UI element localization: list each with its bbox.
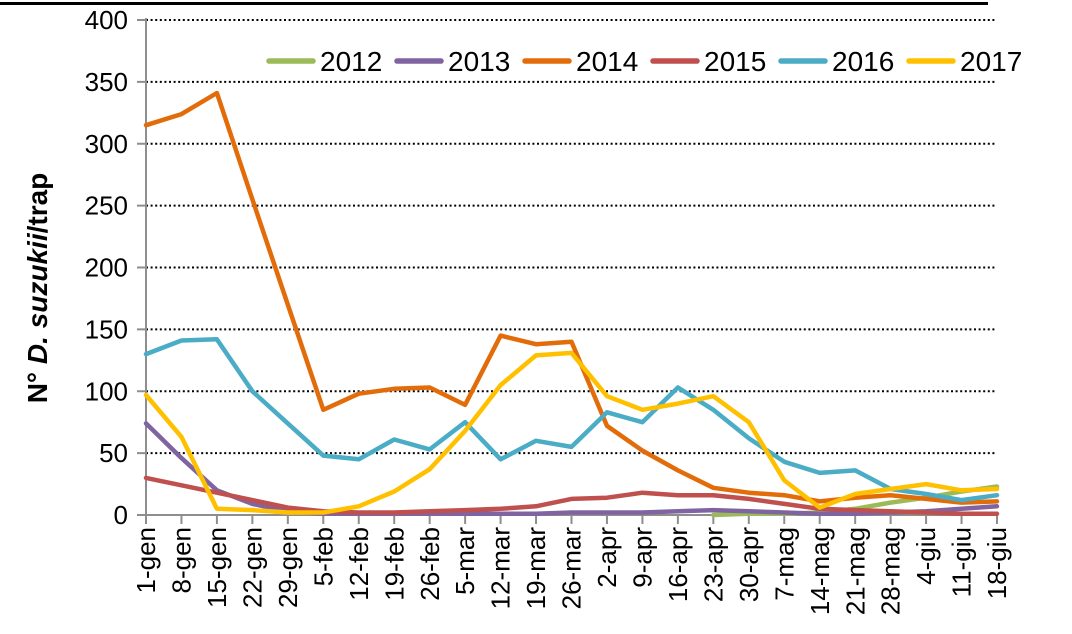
x-tick-label: 12-feb <box>344 527 374 601</box>
legend-item-2015: 2015 <box>650 46 766 77</box>
series-line-2017 <box>143 350 1000 515</box>
x-tick-label: 5-mar <box>450 527 480 595</box>
x-tick-label: 21-mag <box>840 527 870 615</box>
x-tick-label: 18-giu <box>982 527 1012 599</box>
legend-item-2012: 2012 <box>266 46 382 77</box>
legend-item-2016: 2016 <box>778 46 894 77</box>
x-tick-label: 5-feb <box>308 527 338 586</box>
x-tick-label: 29-gen <box>273 527 303 608</box>
x-tick-label: 19-feb <box>379 527 409 601</box>
x-tick-label: 2-apr <box>592 527 622 588</box>
x-tick-label: 14-mag <box>805 527 835 615</box>
legend-label: 2016 <box>832 46 894 77</box>
y-tick-label: 100 <box>85 376 128 406</box>
x-tick-label: 4-giu <box>911 527 941 585</box>
x-tick-label: 1-gen <box>131 527 161 594</box>
x-tick-label: 9-apr <box>628 527 658 588</box>
legend-item-2014: 2014 <box>522 46 638 77</box>
x-tick-label: 23-apr <box>698 527 728 602</box>
x-tick-label: 28-mag <box>876 527 906 615</box>
y-tick-label: 350 <box>85 67 128 97</box>
y-tick-label: 400 <box>85 5 128 35</box>
x-tick-label: 22-gen <box>237 527 267 608</box>
x-tick-label: 30-apr <box>734 527 764 602</box>
legend-label: 2017 <box>960 46 1022 77</box>
y-tick-label: 200 <box>85 253 128 283</box>
series-line-2015 <box>143 475 1000 517</box>
y-tick-label: 0 <box>114 500 128 530</box>
y-tick-label: 50 <box>99 438 128 468</box>
x-tick-label: 26-mar <box>557 527 587 610</box>
y-tick-label: 300 <box>85 129 128 159</box>
legend-item-2013: 2013 <box>394 46 510 77</box>
series-line-2014 <box>143 90 1000 505</box>
legend-label: 2014 <box>576 46 638 77</box>
legend-label: 2013 <box>448 46 510 77</box>
x-tick-label: 7-mag <box>769 527 799 601</box>
legend-label: 2015 <box>704 46 766 77</box>
top-border-line <box>0 2 988 5</box>
y-tick-label: 250 <box>85 191 128 221</box>
legend-label: 2012 <box>320 46 382 77</box>
x-tick-label: 8-gen <box>167 527 197 594</box>
x-tick-label: 16-apr <box>663 527 693 602</box>
legend-item-2017: 2017 <box>906 46 1022 77</box>
y-tick-label: 150 <box>85 314 128 344</box>
x-tick-label: 19-mar <box>521 527 551 610</box>
x-tick-label: 12-mar <box>486 527 516 610</box>
x-tick-label: 11-giu <box>947 527 977 597</box>
x-tick-label: 15-gen <box>202 527 232 608</box>
series-line-2016 <box>143 337 1000 503</box>
x-tick-label: 26-feb <box>415 527 445 601</box>
